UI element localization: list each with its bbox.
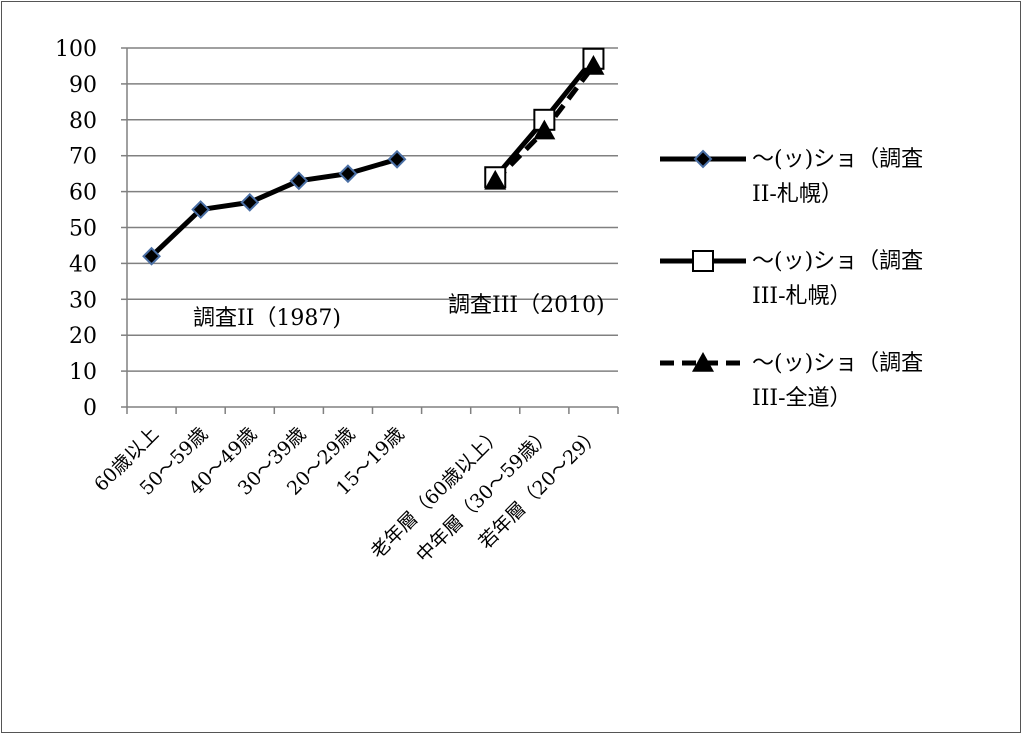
series-1-point — [338, 164, 358, 184]
axes — [121, 47, 619, 414]
series-1-point — [142, 246, 161, 266]
gridlines — [127, 47, 618, 372]
annotations: 調査II（1987) 調査III（2010) — [193, 293, 605, 331]
legend-key-marker-3 — [692, 352, 714, 372]
legend-label-3-line1: ～(ッ)ショ（調査 — [752, 351, 923, 376]
series-1-point — [240, 192, 260, 212]
legend: ～(ッ)ショ（調査 II-札幌） ～(ッ)ショ（調査 III-札幌） ～(ッ)シ… — [660, 147, 923, 411]
y-tick-label: 20 — [69, 324, 97, 349]
legend-label-2-line1: ～(ッ)ショ（調査 — [752, 249, 923, 274]
series-group — [142, 47, 605, 266]
y-tick-label: 40 — [69, 252, 97, 277]
x-tick-labels: 60歳以上50～59歳40～49歳30～39歳20～29歳15～19歳老年層（6… — [90, 423, 605, 567]
series-1-point — [289, 171, 309, 191]
legend-label-1-line1: ～(ッ)ショ（調査 — [752, 147, 923, 172]
y-tick-label: 70 — [69, 145, 97, 170]
annotation-survey-3: 調査III（2010) — [448, 293, 605, 318]
series-3-point — [484, 169, 507, 190]
series-3-point — [582, 54, 605, 75]
series-line-1 — [149, 156, 398, 259]
y-tick-label: 60 — [69, 181, 97, 206]
y-tick-labels: 0 10 20 30 40 50 60 70 80 90 100 — [55, 37, 97, 421]
legend-label-1-line2: II-札幌） — [752, 182, 843, 207]
y-tick-label: 100 — [55, 37, 97, 62]
y-tick-label: 50 — [69, 217, 97, 242]
series-1-point — [387, 149, 407, 169]
y-tick-label: 10 — [69, 360, 97, 385]
legend-label-2-line2: III-札幌） — [752, 284, 852, 309]
y-tick-label: 30 — [69, 288, 97, 313]
series-3-point — [533, 119, 556, 140]
annotation-survey-2: 調査II（1987) — [193, 306, 341, 331]
legend-key-marker-2 — [692, 250, 714, 272]
legend-label-3-line2: III-全道） — [752, 386, 852, 411]
y-tick-label: 0 — [83, 396, 97, 421]
y-tick-label: 80 — [69, 109, 97, 134]
series-1-point — [191, 200, 211, 219]
legend-key-marker-1 — [693, 149, 713, 169]
y-tick-label: 90 — [69, 73, 97, 98]
